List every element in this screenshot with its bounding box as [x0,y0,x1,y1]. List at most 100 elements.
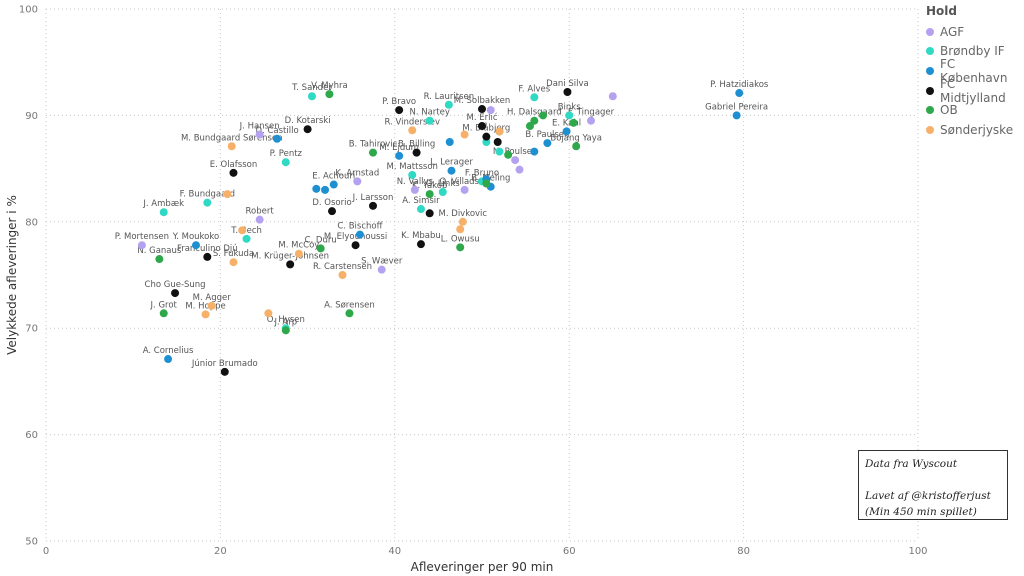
x-tick-label: 40 [388,546,401,557]
point-label: A. Cornelius [143,346,194,356]
data-point [493,138,502,146]
point-label: Bojang Yaya [550,133,602,143]
data-point [504,150,513,159]
source-spacer [865,472,1001,488]
point-label: M. Solbakken [454,96,510,106]
point-label: O. Hysen [267,315,305,325]
legend-label: Brøndby IF [940,44,1005,59]
point-label: K. Yakob [412,181,447,191]
point-label: J. Arp [273,317,297,327]
data-point [460,185,469,194]
x-tick-label: 0 [43,546,49,557]
point-label: M. Ejdum [379,143,419,153]
data-point [732,111,741,120]
legend-items: AGF Brøndby IF FC København FC Midtjylland O… [926,22,1024,140]
legend-swatch [926,47,934,56]
grid-layer [45,8,919,542]
legend: Hold AGF Brøndby IF FC København FC Midtjyl… [926,4,1024,140]
point-label: Binks [558,102,582,112]
data-point [408,170,417,179]
data-point [608,92,617,101]
data-point [353,177,362,186]
point-label: L. Lerager [430,158,473,168]
data-point [159,309,168,318]
data-point [425,209,434,218]
author-line: Lavet af @kristofferjust [865,490,991,502]
point-label: M. Blåbjerg [462,123,510,134]
data-point [530,116,539,125]
point-label: S. Wæver [361,257,403,267]
data-point [416,205,425,214]
legend-item[interactable]: AGF [926,22,1024,42]
legend-item[interactable]: Brøndby IF [926,42,1024,62]
data-point [565,111,574,120]
legend-swatch [926,66,934,75]
data-point [486,106,495,115]
data-point [238,226,247,235]
data-point [587,116,595,125]
data-point [562,127,571,136]
point-label: B. Tahirovic [349,140,398,150]
point-label: V. Myhra [311,81,348,91]
y-tick-label: 50 [25,537,38,548]
data-point [203,252,212,261]
legend-label: AGF [940,24,965,39]
data-point [155,255,164,264]
point-label: K. Arnstad [335,168,379,178]
point-label: Júnior Brumado [191,359,258,369]
data-point [447,166,456,175]
data-point [438,188,447,197]
point-label: A. Simsir [402,196,440,206]
data-point [229,168,238,177]
data-point [735,89,744,98]
legend-item[interactable]: FC København [926,57,1024,85]
point-label: Robert [246,207,275,217]
y-tick-label: 90 [25,111,38,122]
point-label: M. Bundgaard Sørensen [181,133,283,143]
point-label: P. Mortensen [115,232,169,242]
data-point [264,309,273,318]
point-label: B. Billing [398,140,435,150]
data-point [294,249,303,258]
data-point [460,130,469,139]
point-label: N. Poulsen [493,147,538,157]
point-label: E. Olafsson [210,160,257,170]
data-point [456,243,465,252]
data-point [223,190,232,199]
x-tick-label: 20 [214,546,227,557]
point-label: P. Bravo [382,97,416,107]
point-label: P. Pentz [270,149,303,159]
data-point [281,158,290,167]
data-point [229,258,238,267]
point-label: D. Osorio [312,198,351,208]
point-label: T. Sander [291,83,332,93]
data-point [539,111,548,120]
data-point [171,289,180,298]
data-point [351,241,360,250]
data-point [316,244,325,253]
y-tick-label: 100 [19,5,38,16]
point-label: Y. Moukoko [172,232,219,242]
data-point [515,165,524,174]
data-point [511,156,520,165]
legend-label: FC København [940,56,1008,85]
point-label: C. Bischoff [337,222,383,232]
data-point [321,185,330,194]
data-point [377,265,386,274]
data-point [369,148,377,157]
data-point [425,190,434,199]
data-point [137,241,146,250]
data-point [203,198,212,207]
point-label: M. Agger [193,293,232,303]
legend-item[interactable]: Sønderjyske [926,120,1024,140]
point-label: H. Dalsgaard [507,108,562,118]
legend-item[interactable]: FC Midtjylland [926,77,1024,105]
point-label: N. Ganaus [137,246,182,256]
data-point [408,126,417,135]
point-label: E. Kahl [552,118,581,128]
point-label: Gabriel Pereira [705,102,768,112]
legend-item[interactable]: OB [926,100,1024,120]
legend-label: Sønderjyske [940,122,1014,137]
data-point [478,105,486,114]
data-point [444,100,453,109]
